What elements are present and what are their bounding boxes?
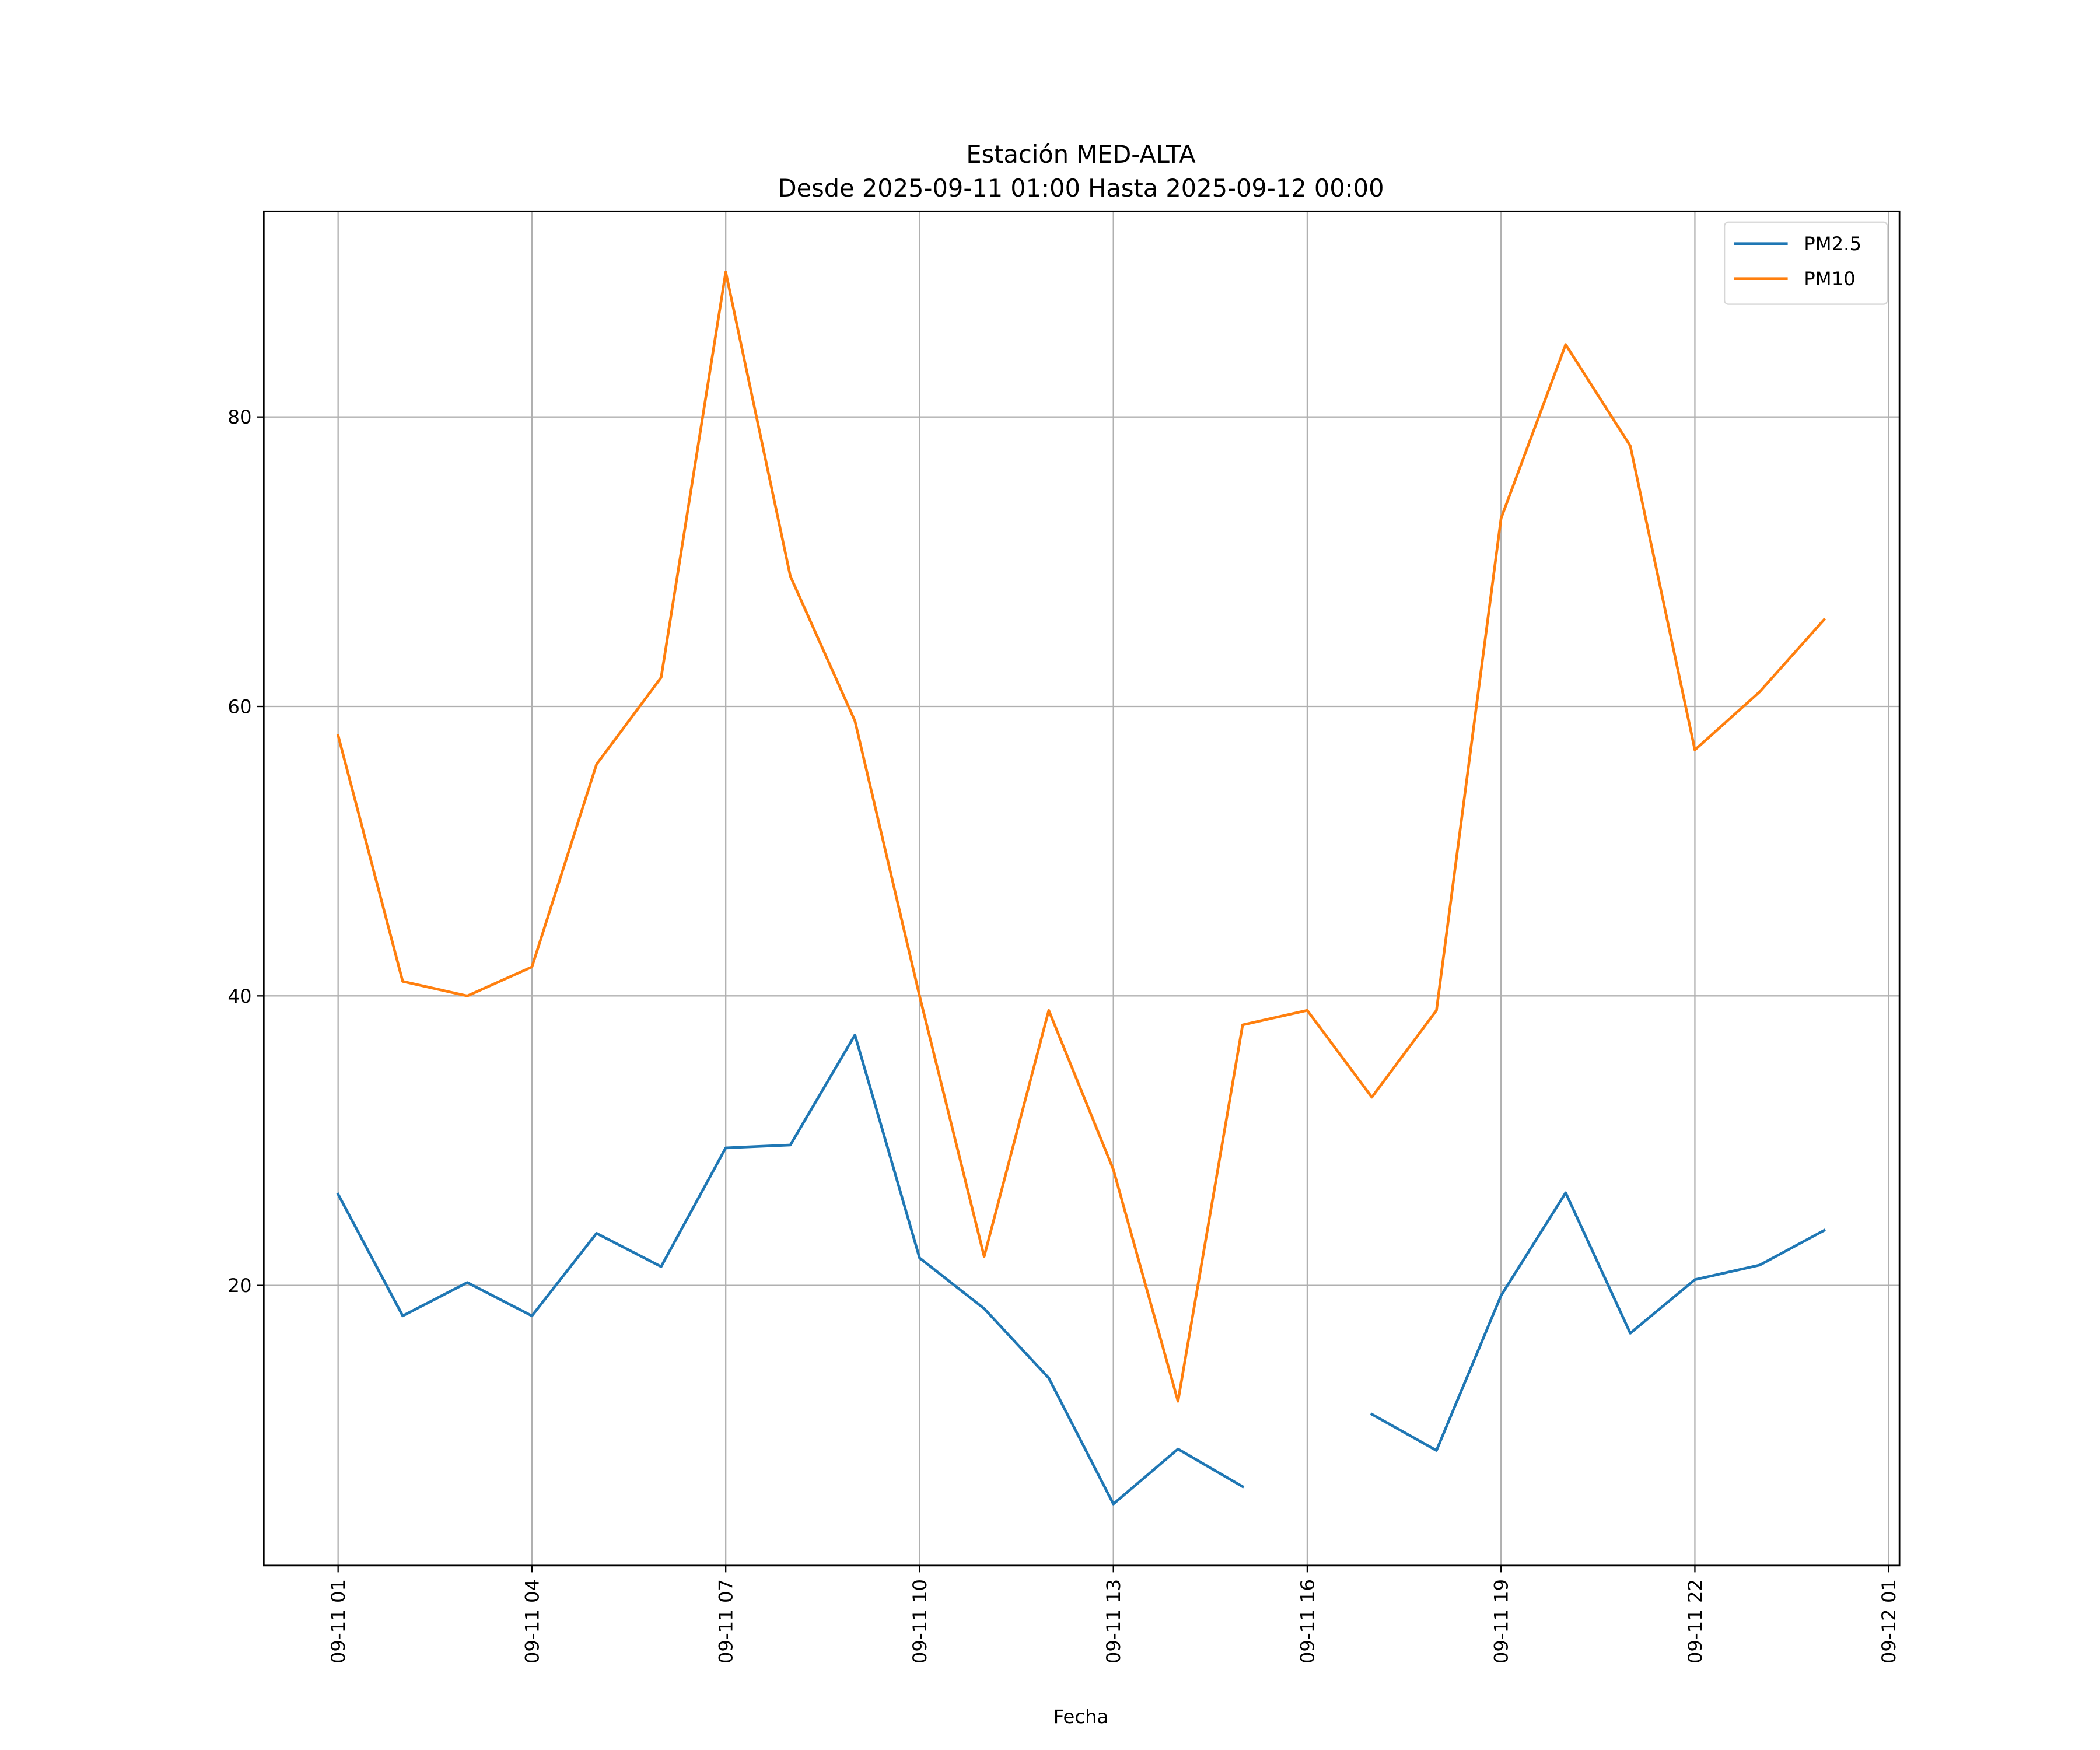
x-tick-label: 09-12 01 bbox=[1878, 1579, 1900, 1664]
chart-title: Estación MED-ALTA bbox=[966, 140, 1196, 169]
plot-frame bbox=[262, 210, 1901, 1567]
y-tick-label: 40 bbox=[228, 985, 251, 1007]
series-line-pm10 bbox=[336, 271, 1826, 1403]
x-tick-label: 09-11 04 bbox=[521, 1579, 543, 1664]
y-tick-label: 60 bbox=[228, 696, 251, 718]
x-tick-label: 09-11 22 bbox=[1684, 1579, 1706, 1664]
chart-subtitle: Desde 2025-09-11 01:00 Hasta 2025-09-12 … bbox=[778, 174, 1384, 202]
series-line-pm25 bbox=[336, 1034, 1245, 1506]
legend-label: PM10 bbox=[1804, 268, 1855, 290]
grid-lines bbox=[264, 211, 1900, 1566]
x-tick-label: 09-11 16 bbox=[1296, 1579, 1318, 1664]
series-lines bbox=[336, 271, 1826, 1506]
x-tick-label: 09-11 19 bbox=[1490, 1579, 1513, 1664]
x-tick-label: 09-11 01 bbox=[327, 1579, 349, 1664]
y-tick-label: 80 bbox=[228, 406, 251, 428]
axis-ticks: 09-11 01 09-11 04 09-11 07 09-11 10 09-11 13… bbox=[228, 406, 1900, 1664]
y-tick-label: 20 bbox=[228, 1275, 251, 1297]
x-tick-label: 09-11 10 bbox=[909, 1579, 931, 1664]
x-tick-label: 09-11 07 bbox=[715, 1579, 737, 1664]
series-line-pm25 bbox=[1370, 1191, 1826, 1452]
x-tick-label: 09-11 13 bbox=[1102, 1579, 1125, 1664]
legend: PM2.5 PM10 bbox=[1723, 221, 1888, 305]
x-axis-label: Fecha bbox=[1054, 1706, 1109, 1728]
legend-label: PM2.5 bbox=[1804, 233, 1861, 255]
